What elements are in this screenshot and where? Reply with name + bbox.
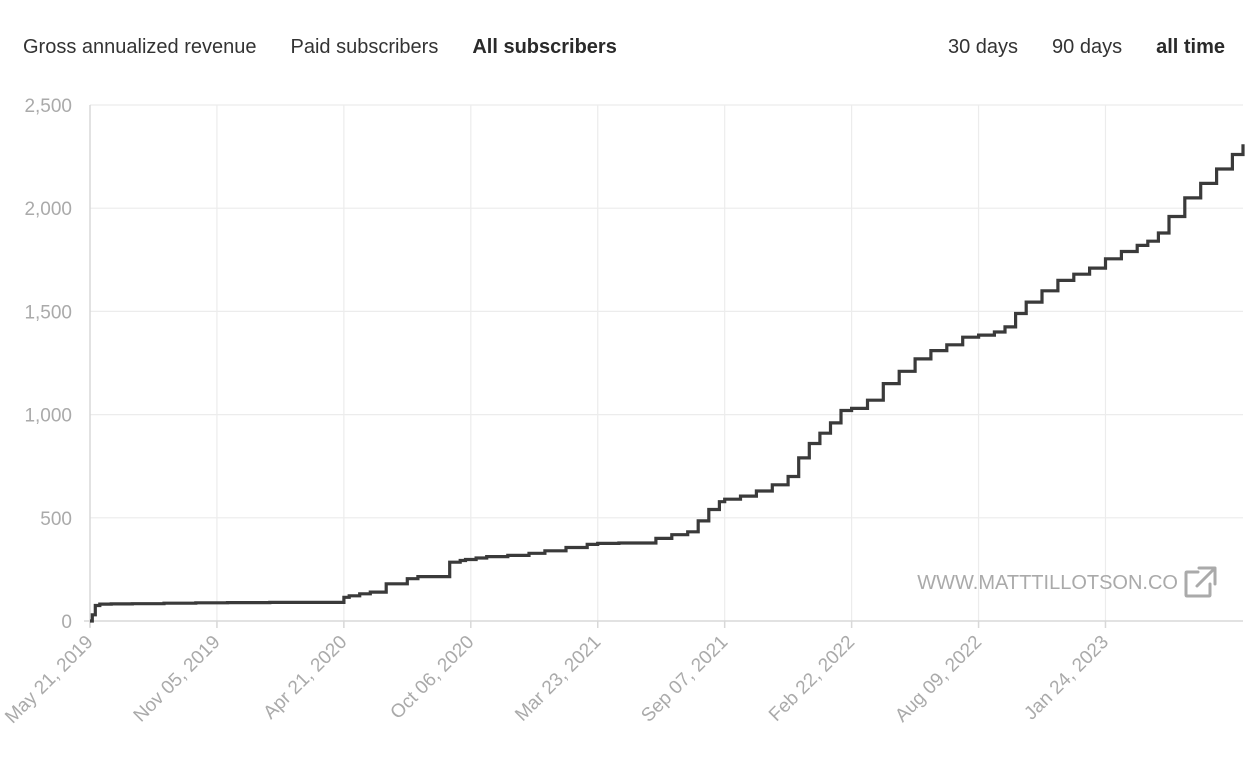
y-tick-label: 500 [40,509,72,530]
chart-grid [90,104,1243,621]
x-tick-label: Nov 05, 2019 [130,632,225,727]
x-tick-label: Jan 24, 2023 [1020,632,1113,725]
tab-90-days[interactable]: 90 days [1052,36,1123,58]
y-tick-label: 2,000 [24,199,72,220]
x-tick-label: Aug 09, 2022 [891,632,986,727]
x-axis-ticks: May 21, 2019 Nov 05, 2019 Apr 21, 2020 Oct … [1,621,1113,728]
metric-tabs: Gross annualized revenue Paid subscriber… [23,34,617,60]
y-axis-ticks: 0 500 1,000 1,500 2,000 2,500 [24,96,72,633]
tab-all-time[interactable]: all time [1156,36,1225,58]
tab-30-days[interactable]: 30 days [947,36,1019,58]
y-tick-label: 1,000 [24,406,72,427]
y-tick-label: 0 [61,612,72,633]
y-tick-label: 2,500 [24,96,72,117]
x-tick-label: Feb 22, 2022 [765,632,859,726]
external-link-icon[interactable] [1184,566,1217,598]
x-tick-label: Oct 06, 2020 [387,632,479,724]
x-tick-label: Apr 21, 2020 [260,632,352,724]
tab-gross-annualized-revenue[interactable]: Gross annualized revenue [23,36,257,58]
tab-paid-subscribers[interactable]: Paid subscribers [290,36,439,58]
x-tick-label: May 21, 2019 [1,632,97,728]
y-tick-label: 1,500 [24,302,72,323]
watermark-text: WWW.MATTTILLOTSON.CO [917,572,1178,594]
tab-all-subscribers[interactable]: All subscribers [472,36,617,58]
range-tabs: 30 days 90 days all time [948,34,1225,60]
chart-axes [84,105,1243,627]
watermark[interactable]: WWW.MATTTILLOTSON.CO [917,566,1217,598]
x-tick-label: Mar 23, 2021 [511,632,605,726]
x-tick-label: Sep 07, 2021 [637,632,732,727]
series-line [90,144,1245,623]
